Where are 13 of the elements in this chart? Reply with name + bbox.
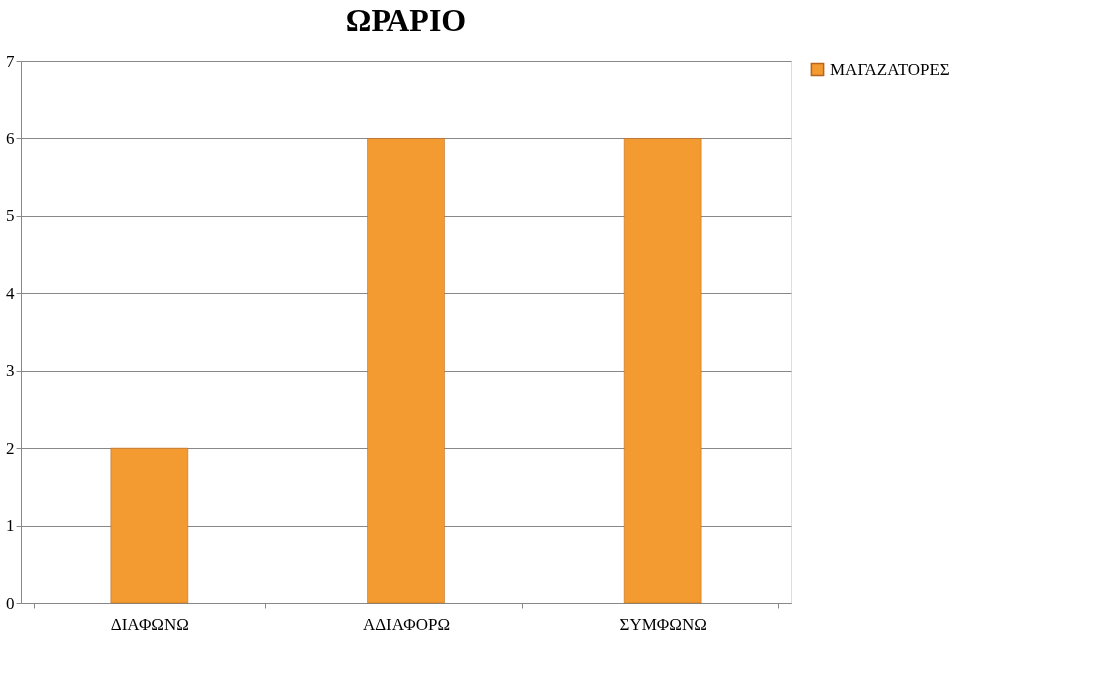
y-tick-label: 2 (6, 438, 15, 458)
legend-label: ΜΑΓΑΖΑΤΟΡΕΣ (830, 59, 950, 79)
y-tick-label: 5 (6, 206, 15, 226)
x-tick-label: ΣΥΜΦΩΝΩ (619, 614, 707, 634)
x-tick-label: ΑΔΙΑΦΟΡΩ (362, 614, 451, 634)
y-tick-label: 1 (6, 516, 15, 536)
y-tick-label: 6 (6, 128, 15, 148)
chart-title: ΩΡΑΡΙΟ (345, 2, 467, 38)
x-tick-label: ΔΙΑΦΩΝΩ (110, 614, 189, 634)
y-tick-label: 7 (6, 51, 15, 71)
y-tick-label: 3 (6, 361, 15, 381)
y-tick-label: 4 (6, 283, 15, 303)
y-tick-label: 0 (6, 593, 15, 613)
